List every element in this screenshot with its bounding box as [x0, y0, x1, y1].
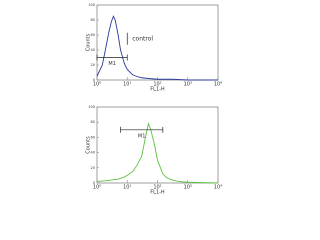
x-tick-label: 10³ [184, 82, 192, 88]
y-tick-label: 100 [88, 3, 95, 7]
y-tick-label: 80 [91, 120, 95, 124]
histogram-line [96, 122, 219, 184]
marker-label: M1 [108, 61, 116, 67]
y-tick-label: 20 [91, 166, 95, 170]
x-tick-label: 10³ [184, 185, 192, 191]
y-tick-label: 60 [91, 135, 95, 139]
y-axis-label: Counts [86, 33, 92, 51]
y-tick-label: 80 [91, 18, 95, 22]
x-tick-label: 10⁴ [214, 82, 222, 88]
plot-frame [96, 106, 219, 184]
x-tick-label: 10² [153, 185, 161, 191]
marker-label: M1 [138, 133, 146, 139]
y-tick-label: 60 [91, 33, 95, 37]
x-tick-label: 10⁰ [93, 185, 101, 191]
y-tick-label: 40 [91, 48, 95, 52]
histogram-line [96, 15, 218, 81]
x-tick-label: 10⁴ [214, 185, 222, 191]
y-tick-label: 40 [91, 151, 95, 155]
y-tick-label: 20 [91, 63, 95, 67]
y-tick-label: 100 [88, 105, 95, 109]
x-tick-label: 10¹ [123, 82, 131, 88]
y-tick-label: 0 [93, 181, 95, 185]
x-axis-label: FL1-H [150, 87, 165, 93]
annotation: control [132, 35, 153, 42]
x-tick-label: 10¹ [123, 185, 131, 191]
y-axis-label: Counts [86, 136, 92, 154]
plot-frame [96, 4, 219, 81]
x-axis-label: FL1-H [150, 190, 165, 196]
chart: 10⁰ 10¹ 10² 10³ 10⁴ 0 20 40 60 80 100 FL1-H Counts M1… [86, 3, 223, 196]
x-tick-label: 10² [153, 82, 161, 88]
x-tick-label: 10⁰ [93, 82, 101, 88]
y-tick-label: 0 [93, 78, 95, 82]
